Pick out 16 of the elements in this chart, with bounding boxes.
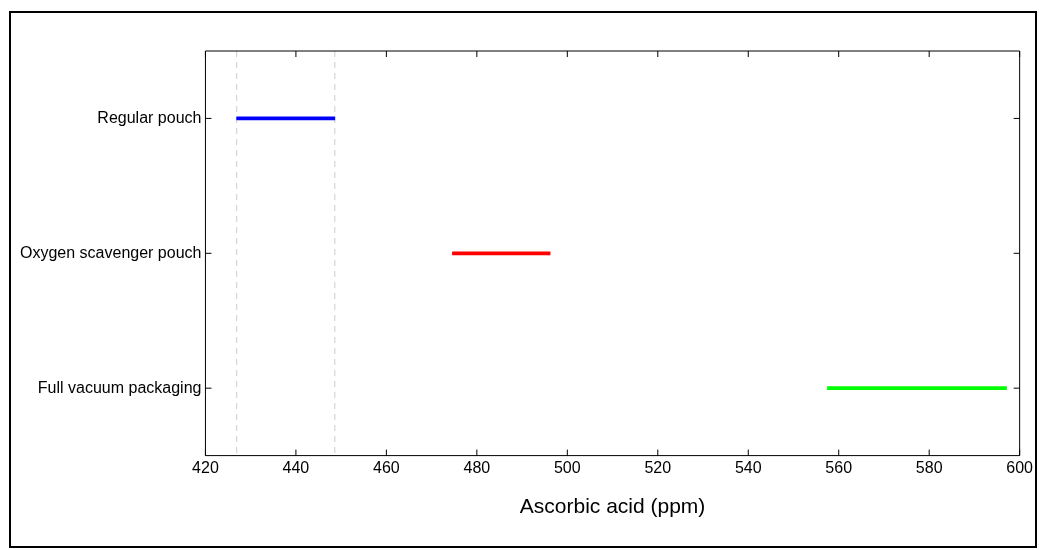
x-tick-label: 560 xyxy=(825,458,853,476)
y-tick-label: Regular pouch xyxy=(97,108,202,126)
x-tick-label: 520 xyxy=(644,458,672,476)
bar xyxy=(827,386,1007,390)
x-tick-label: 420 xyxy=(192,458,219,476)
x-tick-label: 580 xyxy=(915,458,943,476)
x-tick-label: 480 xyxy=(463,458,491,476)
x-tick-label: 440 xyxy=(282,458,310,476)
x-tick-label: 600 xyxy=(1006,458,1034,476)
bar xyxy=(452,251,551,256)
y-tick-label: Full vacuum packaging xyxy=(37,378,202,396)
x-axis-title: Ascorbic acid (ppm) xyxy=(519,494,706,518)
x-tick-label: 540 xyxy=(734,458,762,476)
x-tick-label: 460 xyxy=(373,458,400,476)
y-tick-label: Oxygen scavenger pouch xyxy=(19,243,202,261)
x-tick-label: 500 xyxy=(553,458,581,476)
